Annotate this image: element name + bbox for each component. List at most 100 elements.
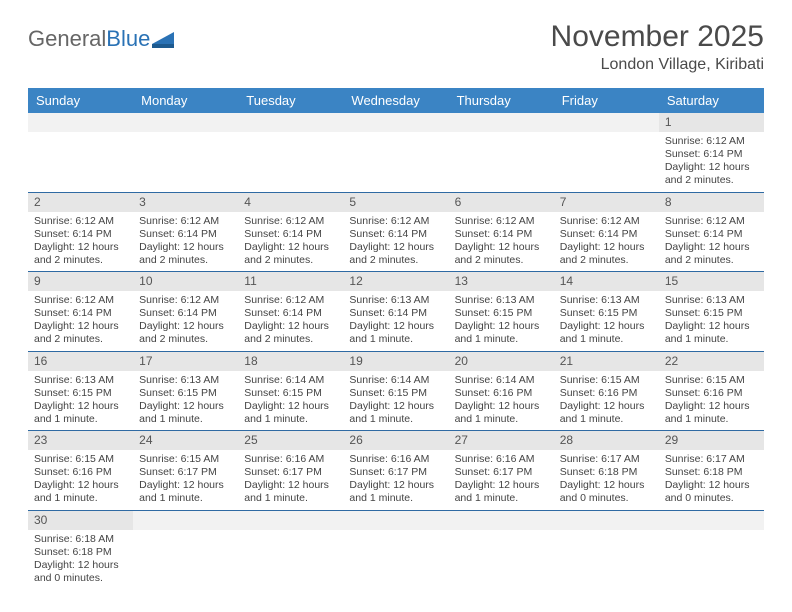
day-number: 8 bbox=[659, 193, 764, 212]
daylight-text: Daylight: 12 hours and 2 minutes. bbox=[455, 241, 548, 267]
daylight-text: Daylight: 12 hours and 2 minutes. bbox=[349, 241, 442, 267]
day-number: 7 bbox=[554, 193, 659, 212]
sunset-text: Sunset: 6:15 PM bbox=[34, 387, 127, 400]
day-body: Sunrise: 6:13 AMSunset: 6:15 PMDaylight:… bbox=[659, 291, 764, 351]
calendar-empty-cell bbox=[28, 113, 133, 192]
day-body: Sunrise: 6:16 AMSunset: 6:17 PMDaylight:… bbox=[238, 450, 343, 510]
day-body: Sunrise: 6:12 AMSunset: 6:14 PMDaylight:… bbox=[238, 291, 343, 351]
day-number: 24 bbox=[133, 431, 238, 450]
day-body: Sunrise: 6:15 AMSunset: 6:16 PMDaylight:… bbox=[659, 371, 764, 431]
weekday-header: Thursday bbox=[449, 88, 554, 113]
calendar-day-cell: 3Sunrise: 6:12 AMSunset: 6:14 PMDaylight… bbox=[133, 192, 238, 272]
daylight-text: Daylight: 12 hours and 1 minute. bbox=[349, 320, 442, 346]
sunrise-text: Sunrise: 6:16 AM bbox=[455, 453, 548, 466]
daylight-text: Daylight: 12 hours and 1 minute. bbox=[34, 479, 127, 505]
sunset-text: Sunset: 6:15 PM bbox=[139, 387, 232, 400]
day-body: Sunrise: 6:16 AMSunset: 6:17 PMDaylight:… bbox=[449, 450, 554, 510]
sunrise-text: Sunrise: 6:14 AM bbox=[244, 374, 337, 387]
daylight-text: Daylight: 12 hours and 2 minutes. bbox=[244, 320, 337, 346]
day-body: Sunrise: 6:12 AMSunset: 6:14 PMDaylight:… bbox=[554, 212, 659, 272]
sunset-text: Sunset: 6:15 PM bbox=[455, 307, 548, 320]
day-body: Sunrise: 6:17 AMSunset: 6:18 PMDaylight:… bbox=[659, 450, 764, 510]
daylight-text: Daylight: 12 hours and 1 minute. bbox=[244, 400, 337, 426]
calendar-day-cell: 28Sunrise: 6:17 AMSunset: 6:18 PMDayligh… bbox=[554, 431, 659, 511]
day-number: 19 bbox=[343, 352, 448, 371]
day-number: 16 bbox=[28, 352, 133, 371]
daylight-text: Daylight: 12 hours and 2 minutes. bbox=[139, 320, 232, 346]
daylight-text: Daylight: 12 hours and 1 minute. bbox=[139, 479, 232, 505]
calendar-day-cell: 29Sunrise: 6:17 AMSunset: 6:18 PMDayligh… bbox=[659, 431, 764, 511]
sunset-text: Sunset: 6:14 PM bbox=[665, 148, 758, 161]
daylight-text: Daylight: 12 hours and 2 minutes. bbox=[244, 241, 337, 267]
daylight-text: Daylight: 12 hours and 1 minute. bbox=[455, 479, 548, 505]
calendar-day-cell: 26Sunrise: 6:16 AMSunset: 6:17 PMDayligh… bbox=[343, 431, 448, 511]
sunset-text: Sunset: 6:15 PM bbox=[349, 387, 442, 400]
daylight-text: Daylight: 12 hours and 1 minute. bbox=[665, 400, 758, 426]
sunrise-text: Sunrise: 6:14 AM bbox=[349, 374, 442, 387]
sunrise-text: Sunrise: 6:14 AM bbox=[455, 374, 548, 387]
calendar-empty-cell bbox=[133, 113, 238, 192]
calendar-day-cell: 14Sunrise: 6:13 AMSunset: 6:15 PMDayligh… bbox=[554, 272, 659, 352]
sunset-text: Sunset: 6:14 PM bbox=[139, 228, 232, 241]
calendar-day-cell: 5Sunrise: 6:12 AMSunset: 6:14 PMDaylight… bbox=[343, 192, 448, 272]
sunrise-text: Sunrise: 6:13 AM bbox=[139, 374, 232, 387]
sunset-text: Sunset: 6:14 PM bbox=[349, 307, 442, 320]
sunrise-text: Sunrise: 6:13 AM bbox=[34, 374, 127, 387]
sunset-text: Sunset: 6:14 PM bbox=[34, 307, 127, 320]
daylight-text: Daylight: 12 hours and 1 minute. bbox=[349, 400, 442, 426]
calendar-empty-cell bbox=[554, 510, 659, 589]
sunset-text: Sunset: 6:16 PM bbox=[560, 387, 653, 400]
sunset-text: Sunset: 6:15 PM bbox=[665, 307, 758, 320]
sunset-text: Sunset: 6:16 PM bbox=[455, 387, 548, 400]
calendar-day-cell: 8Sunrise: 6:12 AMSunset: 6:14 PMDaylight… bbox=[659, 192, 764, 272]
sunrise-text: Sunrise: 6:17 AM bbox=[665, 453, 758, 466]
day-body: Sunrise: 6:15 AMSunset: 6:16 PMDaylight:… bbox=[554, 371, 659, 431]
sunset-text: Sunset: 6:14 PM bbox=[349, 228, 442, 241]
sunset-text: Sunset: 6:15 PM bbox=[560, 307, 653, 320]
daylight-text: Daylight: 12 hours and 0 minutes. bbox=[34, 559, 127, 585]
day-body: Sunrise: 6:13 AMSunset: 6:14 PMDaylight:… bbox=[343, 291, 448, 351]
sunset-text: Sunset: 6:17 PM bbox=[455, 466, 548, 479]
daylight-text: Daylight: 12 hours and 2 minutes. bbox=[665, 161, 758, 187]
day-body: Sunrise: 6:13 AMSunset: 6:15 PMDaylight:… bbox=[28, 371, 133, 431]
calendar-day-cell: 10Sunrise: 6:12 AMSunset: 6:14 PMDayligh… bbox=[133, 272, 238, 352]
day-body: Sunrise: 6:12 AMSunset: 6:14 PMDaylight:… bbox=[659, 212, 764, 272]
sunrise-text: Sunrise: 6:13 AM bbox=[560, 294, 653, 307]
calendar-day-cell: 1Sunrise: 6:12 AMSunset: 6:14 PMDaylight… bbox=[659, 113, 764, 192]
sunset-text: Sunset: 6:14 PM bbox=[244, 228, 337, 241]
calendar-empty-cell bbox=[343, 113, 448, 192]
calendar-day-cell: 11Sunrise: 6:12 AMSunset: 6:14 PMDayligh… bbox=[238, 272, 343, 352]
sunset-text: Sunset: 6:17 PM bbox=[139, 466, 232, 479]
daylight-text: Daylight: 12 hours and 1 minute. bbox=[560, 400, 653, 426]
calendar-day-cell: 15Sunrise: 6:13 AMSunset: 6:15 PMDayligh… bbox=[659, 272, 764, 352]
daylight-text: Daylight: 12 hours and 1 minute. bbox=[349, 479, 442, 505]
sunrise-text: Sunrise: 6:12 AM bbox=[665, 215, 758, 228]
calendar-empty-cell bbox=[554, 113, 659, 192]
sunrise-text: Sunrise: 6:12 AM bbox=[139, 294, 232, 307]
calendar-day-cell: 2Sunrise: 6:12 AMSunset: 6:14 PMDaylight… bbox=[28, 192, 133, 272]
sunset-text: Sunset: 6:18 PM bbox=[665, 466, 758, 479]
day-body: Sunrise: 6:14 AMSunset: 6:15 PMDaylight:… bbox=[343, 371, 448, 431]
day-number-empty bbox=[28, 113, 133, 132]
daylight-text: Daylight: 12 hours and 1 minute. bbox=[455, 400, 548, 426]
day-number: 6 bbox=[449, 193, 554, 212]
daylight-text: Daylight: 12 hours and 2 minutes. bbox=[665, 241, 758, 267]
calendar-day-cell: 19Sunrise: 6:14 AMSunset: 6:15 PMDayligh… bbox=[343, 351, 448, 431]
day-number: 2 bbox=[28, 193, 133, 212]
sunrise-text: Sunrise: 6:12 AM bbox=[349, 215, 442, 228]
sunrise-text: Sunrise: 6:12 AM bbox=[34, 294, 127, 307]
logo-text-2: Blue bbox=[106, 26, 150, 52]
calendar-day-cell: 9Sunrise: 6:12 AMSunset: 6:14 PMDaylight… bbox=[28, 272, 133, 352]
sunset-text: Sunset: 6:16 PM bbox=[34, 466, 127, 479]
calendar-empty-cell bbox=[238, 113, 343, 192]
calendar-day-cell: 24Sunrise: 6:15 AMSunset: 6:17 PMDayligh… bbox=[133, 431, 238, 511]
daylight-text: Daylight: 12 hours and 1 minute. bbox=[665, 320, 758, 346]
calendar-empty-cell bbox=[449, 113, 554, 192]
day-number: 11 bbox=[238, 272, 343, 291]
calendar-day-cell: 25Sunrise: 6:16 AMSunset: 6:17 PMDayligh… bbox=[238, 431, 343, 511]
calendar-day-cell: 20Sunrise: 6:14 AMSunset: 6:16 PMDayligh… bbox=[449, 351, 554, 431]
day-number: 4 bbox=[238, 193, 343, 212]
sunrise-text: Sunrise: 6:12 AM bbox=[34, 215, 127, 228]
weekday-header: Friday bbox=[554, 88, 659, 113]
day-number: 13 bbox=[449, 272, 554, 291]
